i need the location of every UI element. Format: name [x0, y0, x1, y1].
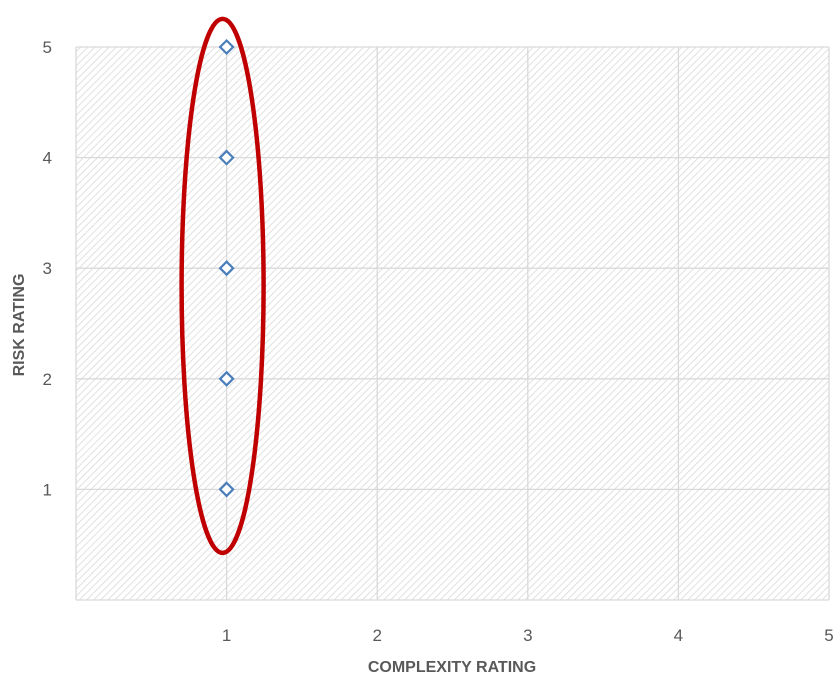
data-point: [218, 38, 235, 56]
y-tick-label: 4: [43, 149, 52, 168]
x-tick-label: 3: [523, 626, 532, 645]
x-tick-label: 4: [674, 626, 683, 645]
data-point: [218, 260, 235, 277]
x-tick-label: 2: [372, 626, 381, 645]
x-axis-title: COMPLEXITY RATING: [368, 659, 536, 676]
data-point: [218, 149, 235, 166]
y-tick-label: 3: [43, 259, 52, 278]
y-tick-label: 2: [43, 370, 52, 389]
y-axis-title: RISK RATING: [11, 274, 28, 377]
annotations: [179, 16, 266, 556]
x-tick-label: 1: [222, 626, 231, 645]
data-point: [218, 481, 235, 498]
data-points: [218, 38, 235, 498]
y-tick-label: 1: [43, 480, 52, 499]
highlight-ellipse: [179, 16, 266, 556]
data-point: [218, 370, 235, 387]
x-axis-ticks: 1 2 3 4 5: [222, 626, 834, 645]
y-axis-ticks: 1 2 3 4 5: [43, 38, 52, 499]
gridlines: [75, 46, 830, 601]
y-tick-label: 5: [43, 38, 52, 57]
x-tick-label: 5: [824, 626, 833, 645]
